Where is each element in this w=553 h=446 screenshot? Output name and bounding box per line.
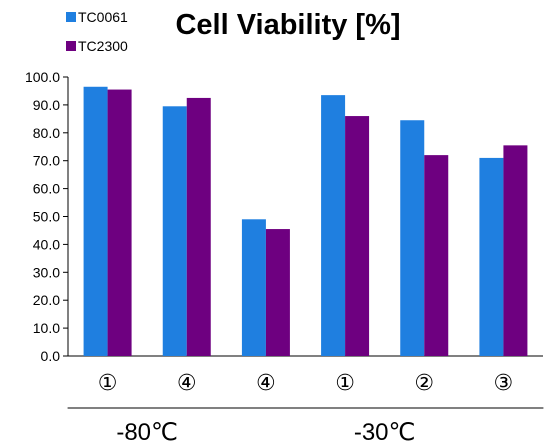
bar-tc0061-3 xyxy=(321,95,346,356)
legend-swatch-tc2300 xyxy=(66,41,76,51)
y-tick-label: 10.0 xyxy=(33,320,60,336)
group-labels: -80℃ -30℃ xyxy=(67,407,544,446)
bar-tc2300-0 xyxy=(107,89,132,357)
bar-tc2300-1 xyxy=(186,97,211,357)
y-tick-label: 30.0 xyxy=(33,264,60,280)
x-axis-ticks: ① ④ ④ ① ② ③ xyxy=(98,371,514,396)
chart-title: Cell Viability [%] xyxy=(175,9,400,41)
y-tick-label: 90.0 xyxy=(33,97,60,113)
x-tick-label: ① xyxy=(335,371,355,396)
bar-tc2300-3 xyxy=(345,116,370,356)
bar-tc2300-4 xyxy=(424,155,449,356)
legend-label-tc0061: TC0061 xyxy=(78,9,128,25)
y-tick-label: 70.0 xyxy=(33,153,60,169)
y-tick-label: 60.0 xyxy=(33,181,60,197)
group-label: -80℃ xyxy=(116,419,178,446)
bar-tc0061-5 xyxy=(479,157,504,356)
legend-label-tc2300: TC2300 xyxy=(78,38,128,54)
x-tick-label: ③ xyxy=(494,371,514,396)
x-tick-label: ② xyxy=(414,371,434,396)
group-label: -30℃ xyxy=(354,419,416,446)
y-tick-label: 80.0 xyxy=(33,125,60,141)
x-tick-label: ① xyxy=(98,371,118,396)
y-tick-label: 0.0 xyxy=(41,348,61,364)
bar-tc0061-1 xyxy=(162,106,187,356)
bar-tc2300-2 xyxy=(265,229,290,356)
bar-tc2300-5 xyxy=(503,145,528,356)
bar-tc0061-4 xyxy=(400,120,425,357)
bar-tc0061-0 xyxy=(83,86,108,356)
x-tick-label: ④ xyxy=(256,371,276,396)
y-tick-label: 100.0 xyxy=(25,69,60,85)
legend-swatch-tc0061 xyxy=(66,12,76,22)
bars xyxy=(83,86,528,357)
y-tick-label: 50.0 xyxy=(33,209,60,225)
y-tick-label: 40.0 xyxy=(33,236,60,252)
legend: TC0061 TC2300 xyxy=(66,9,128,54)
x-tick-label: ④ xyxy=(177,371,197,396)
y-axis-ticks: 0.0 10.0 20.0 30.0 40.0 50.0 60.0 70.0 80.0 90.0 1… xyxy=(25,69,68,364)
y-tick-label: 20.0 xyxy=(33,292,60,308)
bar-tc0061-2 xyxy=(241,219,266,356)
